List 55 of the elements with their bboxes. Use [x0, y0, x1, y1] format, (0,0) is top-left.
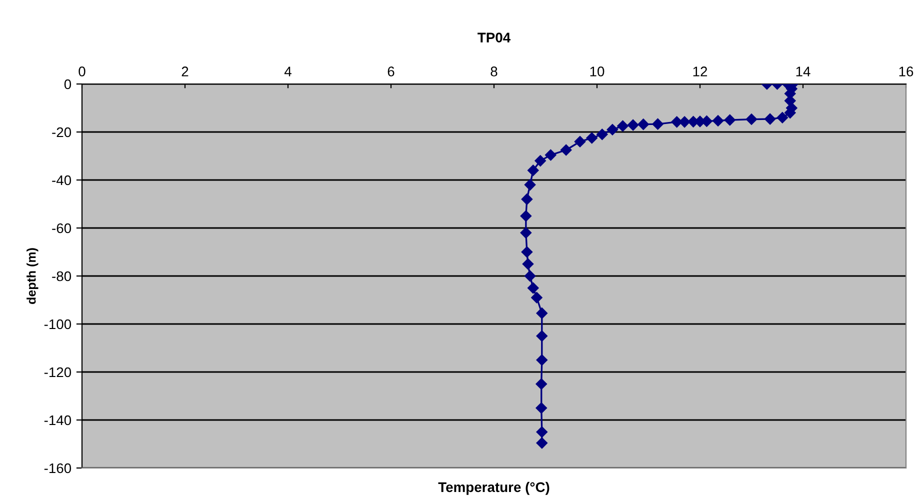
point — [536, 426, 548, 438]
point — [776, 112, 788, 124]
x-tick-label: 16 — [899, 66, 914, 76]
point — [606, 124, 618, 136]
x-tick-label: 14 — [796, 66, 810, 76]
point — [627, 119, 639, 131]
point — [536, 378, 547, 390]
point — [536, 354, 548, 366]
point — [524, 270, 536, 282]
point — [712, 115, 724, 126]
point — [560, 144, 572, 156]
y-tick-label: -60 — [52, 223, 72, 234]
point — [574, 136, 586, 148]
x-tick-label: 2 — [182, 66, 188, 76]
y-tick-label: -160 — [44, 463, 72, 474]
point — [545, 149, 556, 161]
chart-title: TP04 — [478, 32, 511, 42]
x-axis-title: Temperature (°C) — [438, 482, 550, 495]
point — [536, 402, 547, 414]
point — [520, 227, 532, 238]
point — [536, 308, 548, 319]
x-tick-label: 6 — [388, 66, 394, 76]
point — [524, 179, 536, 190]
point — [596, 128, 608, 140]
y-tick-label: -140 — [44, 415, 72, 426]
y-tick-label: 0 — [64, 79, 72, 90]
point — [520, 210, 532, 222]
x-tick-label: 0 — [78, 66, 86, 76]
point — [586, 132, 598, 144]
point — [522, 258, 534, 270]
point — [528, 282, 539, 294]
point — [534, 155, 546, 166]
x-tick-label: 4 — [284, 66, 292, 76]
point — [521, 194, 533, 205]
y-tick-label: -80 — [52, 271, 72, 282]
point — [617, 120, 628, 132]
point — [671, 116, 682, 128]
y-tick-label: -120 — [44, 367, 72, 378]
point — [531, 292, 542, 304]
point — [521, 246, 533, 258]
y-tick-label: -100 — [44, 319, 72, 330]
point — [764, 113, 776, 125]
point — [746, 114, 758, 125]
point — [724, 114, 736, 126]
point — [536, 330, 548, 342]
x-tick-label: 12 — [693, 66, 708, 76]
point — [638, 118, 649, 130]
x-tick-label: 8 — [490, 66, 498, 76]
point — [652, 118, 664, 130]
y-axis-title: depth (m) — [26, 248, 38, 304]
y-tick-label: -40 — [52, 175, 72, 186]
y-tick-label: -20 — [52, 127, 72, 138]
point — [528, 164, 539, 176]
x-tick-label: 10 — [590, 66, 604, 76]
point — [536, 437, 548, 449]
